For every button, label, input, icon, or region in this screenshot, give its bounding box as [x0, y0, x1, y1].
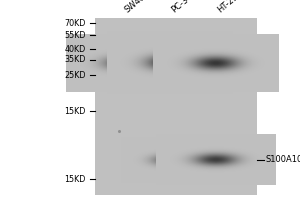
Text: 35KD: 35KD [64, 55, 86, 64]
Text: HT-29: HT-29 [216, 0, 240, 15]
Text: PC-3: PC-3 [169, 0, 190, 15]
Text: S100A10: S100A10 [266, 156, 300, 164]
Text: 40KD: 40KD [64, 45, 86, 53]
Text: 15KD: 15KD [64, 107, 86, 116]
Text: 15KD: 15KD [64, 174, 86, 184]
Bar [94, 18, 256, 195]
Text: 25KD: 25KD [64, 71, 86, 79]
Text: 70KD: 70KD [64, 19, 86, 27]
Text: 55KD: 55KD [64, 30, 86, 40]
Text: SW480: SW480 [123, 0, 151, 15]
